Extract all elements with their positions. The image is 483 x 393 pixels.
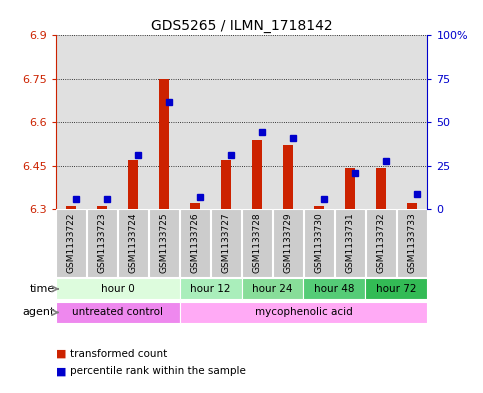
FancyBboxPatch shape <box>56 209 86 277</box>
FancyBboxPatch shape <box>56 302 180 323</box>
Text: GSM1133732: GSM1133732 <box>376 213 385 274</box>
Text: GSM1133725: GSM1133725 <box>159 213 169 274</box>
FancyBboxPatch shape <box>180 302 427 323</box>
Text: hour 48: hour 48 <box>314 284 355 294</box>
FancyBboxPatch shape <box>303 278 366 299</box>
FancyBboxPatch shape <box>242 209 272 277</box>
Text: hour 24: hour 24 <box>252 284 293 294</box>
FancyBboxPatch shape <box>180 209 210 277</box>
Text: untreated control: untreated control <box>72 307 163 318</box>
Text: GSM1133731: GSM1133731 <box>345 213 355 274</box>
FancyBboxPatch shape <box>335 209 365 277</box>
Text: percentile rank within the sample: percentile rank within the sample <box>70 366 246 376</box>
Bar <box>128 160 139 209</box>
Bar <box>344 169 355 209</box>
FancyBboxPatch shape <box>149 209 179 277</box>
FancyBboxPatch shape <box>304 209 334 277</box>
Bar <box>158 79 170 209</box>
Bar <box>272 35 303 209</box>
Text: hour 72: hour 72 <box>376 284 417 294</box>
Bar <box>334 35 366 209</box>
Text: transformed count: transformed count <box>70 349 167 359</box>
Bar <box>66 206 76 209</box>
FancyBboxPatch shape <box>211 209 241 277</box>
Text: GSM1133724: GSM1133724 <box>128 213 138 273</box>
Bar <box>283 145 293 209</box>
Text: ■: ■ <box>56 366 66 376</box>
Bar <box>366 35 397 209</box>
Bar <box>149 35 180 209</box>
FancyBboxPatch shape <box>397 209 427 277</box>
Text: GSM1133726: GSM1133726 <box>190 213 199 274</box>
FancyBboxPatch shape <box>366 209 396 277</box>
Text: GSM1133727: GSM1133727 <box>222 213 230 274</box>
Text: hour 12: hour 12 <box>190 284 231 294</box>
Bar <box>86 35 117 209</box>
Bar <box>211 35 242 209</box>
Title: GDS5265 / ILMN_1718142: GDS5265 / ILMN_1718142 <box>151 19 332 33</box>
Text: mycophenolic acid: mycophenolic acid <box>255 307 353 318</box>
Text: GSM1133728: GSM1133728 <box>253 213 261 274</box>
Bar <box>376 169 386 209</box>
Bar <box>242 35 272 209</box>
Bar <box>117 35 149 209</box>
Text: hour 0: hour 0 <box>100 284 134 294</box>
FancyBboxPatch shape <box>242 278 303 299</box>
Bar <box>252 140 262 209</box>
Text: GSM1133729: GSM1133729 <box>284 213 293 274</box>
Bar <box>221 160 231 209</box>
Text: GSM1133733: GSM1133733 <box>408 213 416 274</box>
Bar <box>56 35 86 209</box>
FancyBboxPatch shape <box>366 278 427 299</box>
Bar <box>313 206 325 209</box>
Text: ■: ■ <box>56 349 66 359</box>
Bar <box>190 203 200 209</box>
FancyBboxPatch shape <box>56 278 180 299</box>
Text: GSM1133722: GSM1133722 <box>67 213 75 273</box>
FancyBboxPatch shape <box>180 278 242 299</box>
Text: agent: agent <box>23 307 55 318</box>
FancyBboxPatch shape <box>273 209 303 277</box>
FancyBboxPatch shape <box>118 209 148 277</box>
Bar <box>397 35 427 209</box>
Bar <box>407 203 417 209</box>
Text: time: time <box>29 284 55 294</box>
Bar <box>97 206 107 209</box>
FancyBboxPatch shape <box>87 209 117 277</box>
Text: GSM1133723: GSM1133723 <box>98 213 107 274</box>
Bar <box>180 35 211 209</box>
Bar <box>303 35 334 209</box>
Text: GSM1133730: GSM1133730 <box>314 213 324 274</box>
